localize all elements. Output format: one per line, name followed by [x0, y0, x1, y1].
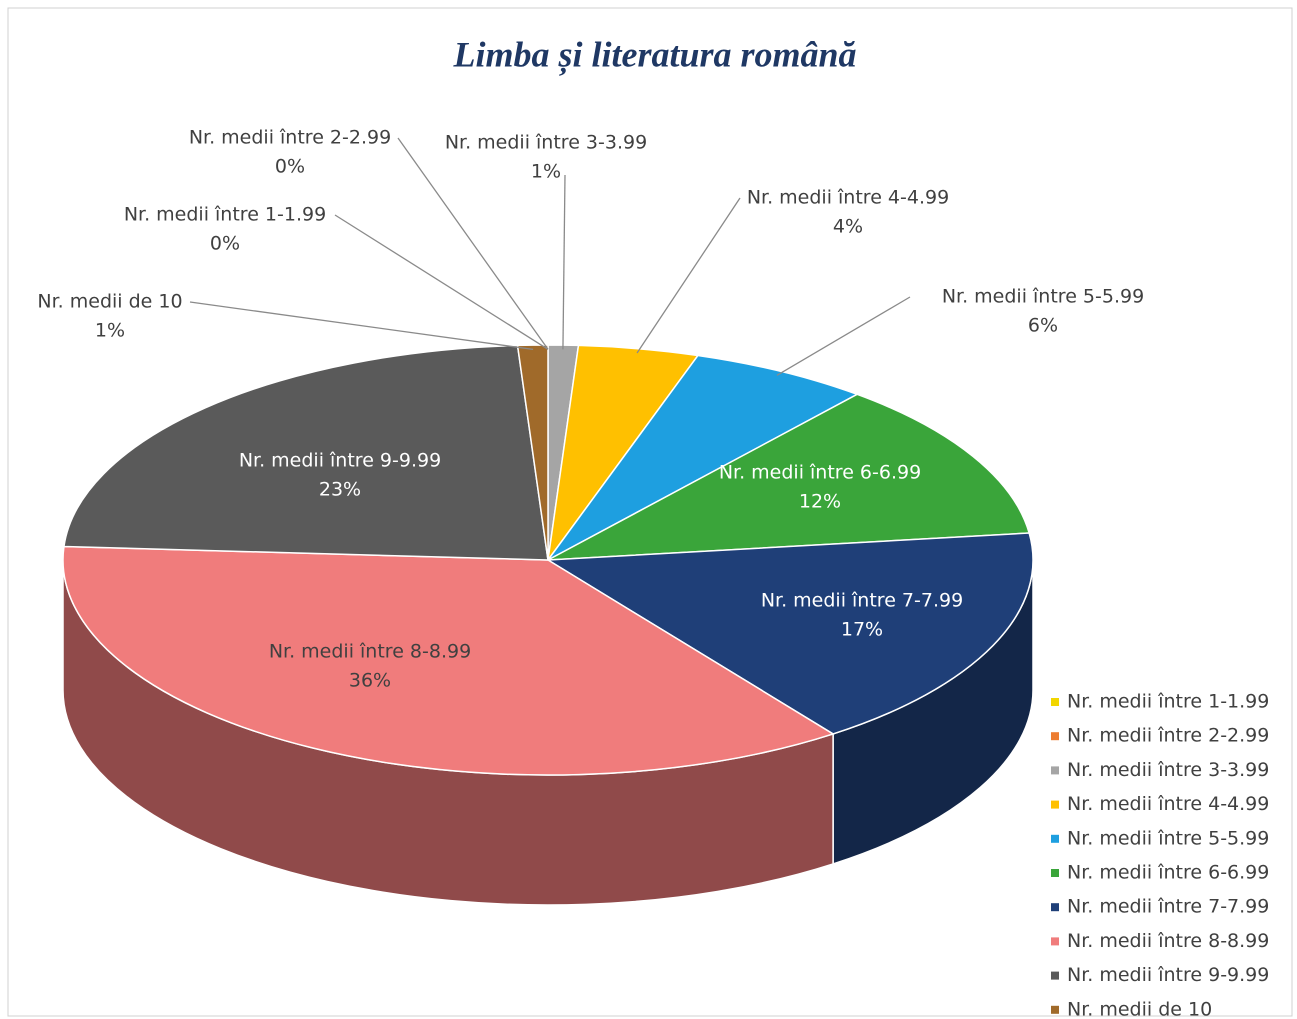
data-label-name: Nr. medii între 7-7.99	[761, 590, 963, 612]
chart-title: Limba și literatura română	[452, 34, 856, 75]
legend-swatch	[1051, 766, 1059, 775]
legend-label: Nr. medii între 7-7.99	[1067, 896, 1269, 918]
data-label-value: 4%	[833, 216, 863, 238]
legend-label: Nr. medii între 1-1.99	[1067, 691, 1269, 713]
legend-swatch	[1051, 698, 1059, 706]
data-label-value: 6%	[1028, 315, 1058, 337]
legend-label: Nr. medii între 9-9.99	[1067, 964, 1269, 986]
leader-line	[636, 197, 741, 354]
data-label-name: Nr. medii între 4-4.99	[747, 187, 949, 209]
data-label-value: 12%	[799, 491, 841, 513]
legend-label: Nr. medii între 8-8.99	[1067, 930, 1269, 952]
data-label-value: 0%	[210, 233, 240, 255]
legend-swatch	[1051, 834, 1059, 843]
data-label-value: 1%	[531, 161, 561, 183]
legend-label: Nr. medii între 4-4.99	[1067, 793, 1269, 815]
data-label-value: 36%	[349, 670, 391, 692]
data-label-name: Nr. medii între 6-6.99	[719, 462, 921, 484]
legend-swatch	[1051, 937, 1059, 946]
leader-line	[776, 296, 911, 376]
data-label-value: 0%	[275, 156, 305, 178]
leader-line	[397, 137, 549, 350]
leader-line	[189, 301, 534, 351]
legend-label: Nr. medii între 5-5.99	[1067, 827, 1269, 849]
pie-slice	[516, 344, 549, 561]
data-label-name: Nr. medii între 1-1.99	[124, 204, 326, 226]
legend-label: Nr. medii între 6-6.99	[1067, 862, 1269, 884]
data-label-value: 1%	[95, 320, 125, 342]
legend-swatch	[1051, 1005, 1059, 1014]
pie-slice	[62, 545, 835, 776]
pie-slice	[63, 344, 549, 561]
data-label-value: 17%	[841, 619, 883, 641]
legend-label: Nr. medii de 10	[1067, 998, 1212, 1019]
pie-slice	[547, 393, 1031, 561]
data-label-name: Nr. medii între 8-8.99	[269, 641, 471, 663]
legend-swatch	[1051, 732, 1059, 741]
legend-swatch	[1051, 971, 1059, 980]
data-label-name: Nr. medii între 9-9.99	[239, 450, 441, 472]
data-label-name: Nr. medii între 5-5.99	[942, 286, 1144, 308]
data-label-name: Nr. medii între 2-2.99	[189, 127, 391, 149]
legend-swatch	[1051, 800, 1059, 809]
leader-line	[562, 174, 566, 350]
pie-slice	[545, 532, 1034, 735]
data-label-value: 23%	[319, 479, 361, 501]
legend-swatch	[1051, 869, 1059, 877]
legend-swatch	[1051, 903, 1059, 912]
legend-label: Nr. medii între 3-3.99	[1067, 759, 1269, 781]
data-label-name: Nr. medii între 3-3.99	[445, 132, 647, 154]
legend-label: Nr. medii între 2-2.99	[1067, 725, 1269, 747]
leader-line	[334, 214, 549, 350]
data-label-name: Nr. medii de 10	[37, 291, 182, 313]
pie-slice	[547, 354, 859, 561]
